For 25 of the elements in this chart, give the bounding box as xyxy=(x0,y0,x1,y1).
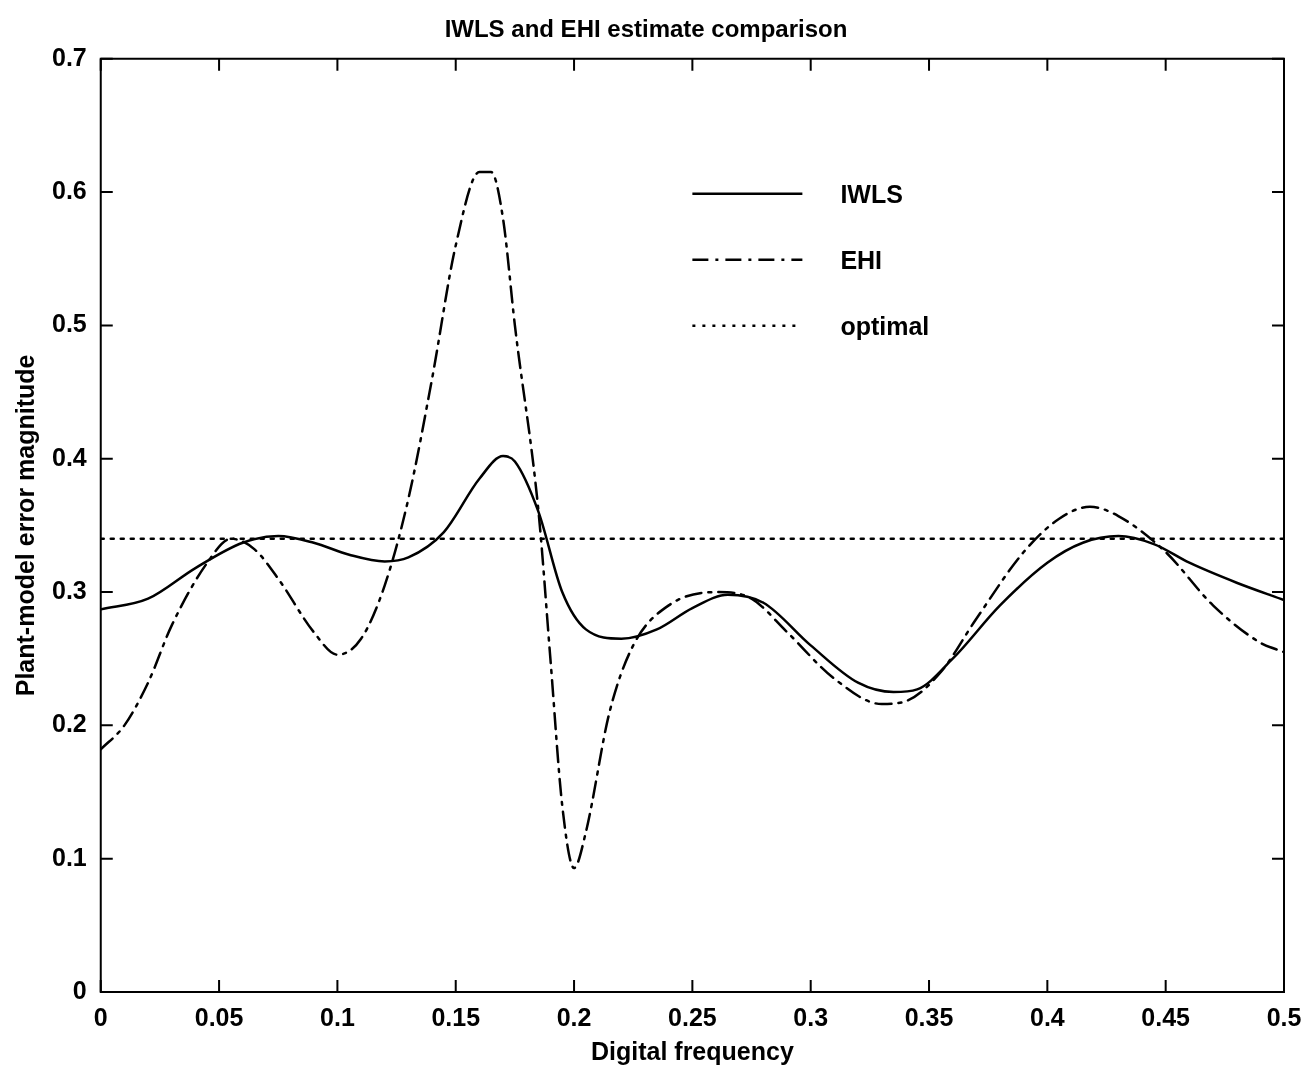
x-tick-label: 0.4 xyxy=(1029,1002,1065,1031)
y-tick-label: 0.5 xyxy=(51,309,87,338)
x-tick-label: 0 xyxy=(93,1002,108,1031)
x-tick-label: 0.35 xyxy=(904,1002,954,1031)
x-tick-label: 0.5 xyxy=(1266,1002,1302,1031)
x-tick-label: 0.15 xyxy=(431,1002,481,1031)
y-tick-label: 0.2 xyxy=(51,709,87,738)
chart-title: IWLS and EHI estimate comparison xyxy=(444,15,848,43)
x-tick-label: 0.45 xyxy=(1141,1002,1191,1031)
x-tick-label: 0.25 xyxy=(668,1002,717,1031)
x-tick-label: 0.05 xyxy=(194,1002,244,1031)
legend-label: EHI xyxy=(840,245,883,274)
x-tick-label: 0.2 xyxy=(556,1002,592,1031)
legend-label: IWLS xyxy=(840,179,903,208)
legend-label: optimal xyxy=(840,311,930,340)
y-tick-label: 0.4 xyxy=(51,442,87,471)
y-tick-label: 0.6 xyxy=(51,176,87,204)
y-tick-label: 0.7 xyxy=(51,42,87,71)
x-tick-label: 0.1 xyxy=(320,1002,355,1031)
y-tick-label: 0.3 xyxy=(51,575,87,604)
x-axis-title: Digital frequency xyxy=(590,1036,794,1065)
y-tick-label: 0 xyxy=(72,975,87,1004)
y-tick-label: 0.1 xyxy=(51,842,87,871)
x-tick-label: 0.3 xyxy=(793,1002,829,1031)
y-axis-title: Plant-model error magnitude xyxy=(10,354,39,697)
